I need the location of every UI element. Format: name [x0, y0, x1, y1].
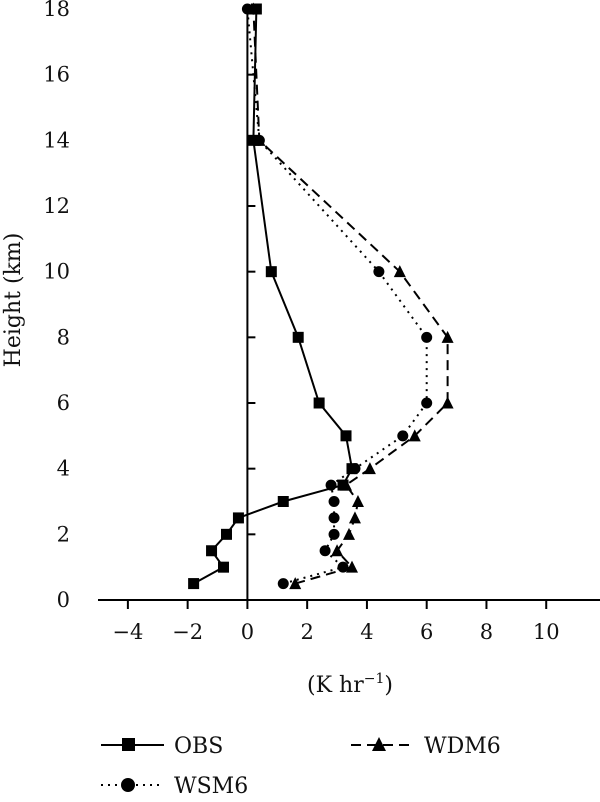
data-point-wsm6: [421, 397, 433, 409]
x-tick-label: 8: [480, 620, 493, 644]
data-point-obs: [220, 528, 232, 540]
series-wdm6: [247, 2, 454, 590]
data-point-wdm6: [408, 429, 421, 442]
data-point-wsm6: [328, 528, 340, 540]
legend-marker-obs: [122, 738, 135, 751]
x-tick-label: 4: [360, 620, 373, 644]
x-axis-title: (K hr−1): [307, 671, 393, 698]
x-axis-title-main: (K hr: [307, 673, 364, 698]
legend-label-wdm6: WDM6: [424, 734, 501, 759]
data-point-obs: [265, 266, 277, 278]
data-point-wdm6: [289, 577, 302, 590]
plot-series: [188, 2, 454, 590]
data-point-wsm6: [397, 430, 409, 442]
legend-item-obs: OBS: [101, 734, 223, 759]
legend-item-wsm6: WSM6: [101, 774, 248, 799]
x-tick-label: 10: [533, 620, 560, 644]
data-point-obs: [232, 512, 244, 524]
y-tick-label: 16: [43, 63, 70, 87]
y-tick-label: 2: [57, 522, 70, 546]
data-point-obs: [340, 430, 352, 442]
x-axis: −4 −2 0 2 4 6 8 10: [98, 599, 600, 644]
data-point-wdm6: [441, 396, 454, 409]
data-point-wsm6: [421, 331, 433, 343]
x-tick-label: 2: [300, 620, 313, 644]
legend-marker-wdm6: [372, 737, 386, 751]
data-point-wsm6: [328, 512, 340, 524]
data-point-wdm6: [247, 2, 260, 15]
y-axis: 0 2 4 6 8 10 12 14 16 18: [43, 0, 256, 612]
series-line-wsm6: [246, 8, 428, 585]
legend: OBS WDM6 WSM6: [101, 734, 501, 799]
legend-label-wsm6: WSM6: [174, 774, 248, 797]
y-tick-label: 4: [57, 457, 70, 481]
data-point-obs: [247, 134, 259, 146]
series-line-wdm6: [252, 8, 449, 585]
data-point-wdm6: [331, 544, 344, 557]
data-point-wdm6: [393, 265, 406, 278]
y-tick-label: 18: [43, 0, 70, 21]
data-point-obs: [313, 397, 325, 409]
x-axis-title-superscript: −1: [364, 671, 385, 687]
x-axis-title-close: ): [384, 673, 393, 698]
y-tick-label: 12: [43, 194, 70, 218]
x-tick-label: 0: [241, 620, 254, 644]
data-point-wsm6: [373, 266, 385, 278]
y-tick-label: 6: [57, 391, 70, 415]
data-point-wsm6: [277, 578, 289, 590]
y-axis-title: Height (km): [1, 233, 26, 368]
data-point-wdm6: [348, 511, 361, 524]
x-tick-label: −2: [172, 620, 203, 644]
y-tick-label: 0: [57, 588, 70, 612]
y-tick-label: 8: [57, 325, 70, 349]
y-tick-label: 10: [43, 260, 70, 284]
data-point-wdm6: [363, 462, 376, 475]
data-point-wdm6: [345, 560, 358, 573]
data-point-wdm6: [343, 527, 355, 540]
data-point-wsm6: [328, 496, 340, 507]
legend-item-wdm6: WDM6: [351, 734, 501, 759]
data-point-wdm6: [441, 330, 454, 343]
legend-marker-wsm6: [121, 778, 135, 792]
data-point-obs: [188, 578, 200, 590]
series-wsm6: [241, 3, 433, 590]
series-line-obs: [193, 8, 354, 585]
data-point-wdm6: [351, 495, 364, 507]
data-point-wdm6: [340, 478, 353, 491]
data-point-wdm6: [253, 133, 266, 146]
y-tick-label: 14: [43, 128, 70, 152]
data-point-obs: [277, 496, 289, 507]
data-point-obs: [218, 561, 229, 573]
x-tick-label: −4: [112, 620, 143, 644]
x-tick-label: 6: [420, 620, 433, 644]
data-point-obs: [292, 331, 304, 343]
legend-label-obs: OBS: [174, 734, 223, 759]
data-point-wsm6: [349, 463, 361, 475]
data-point-wsm6: [319, 545, 331, 557]
data-point-wsm6: [325, 479, 337, 491]
data-point-obs: [206, 545, 218, 557]
